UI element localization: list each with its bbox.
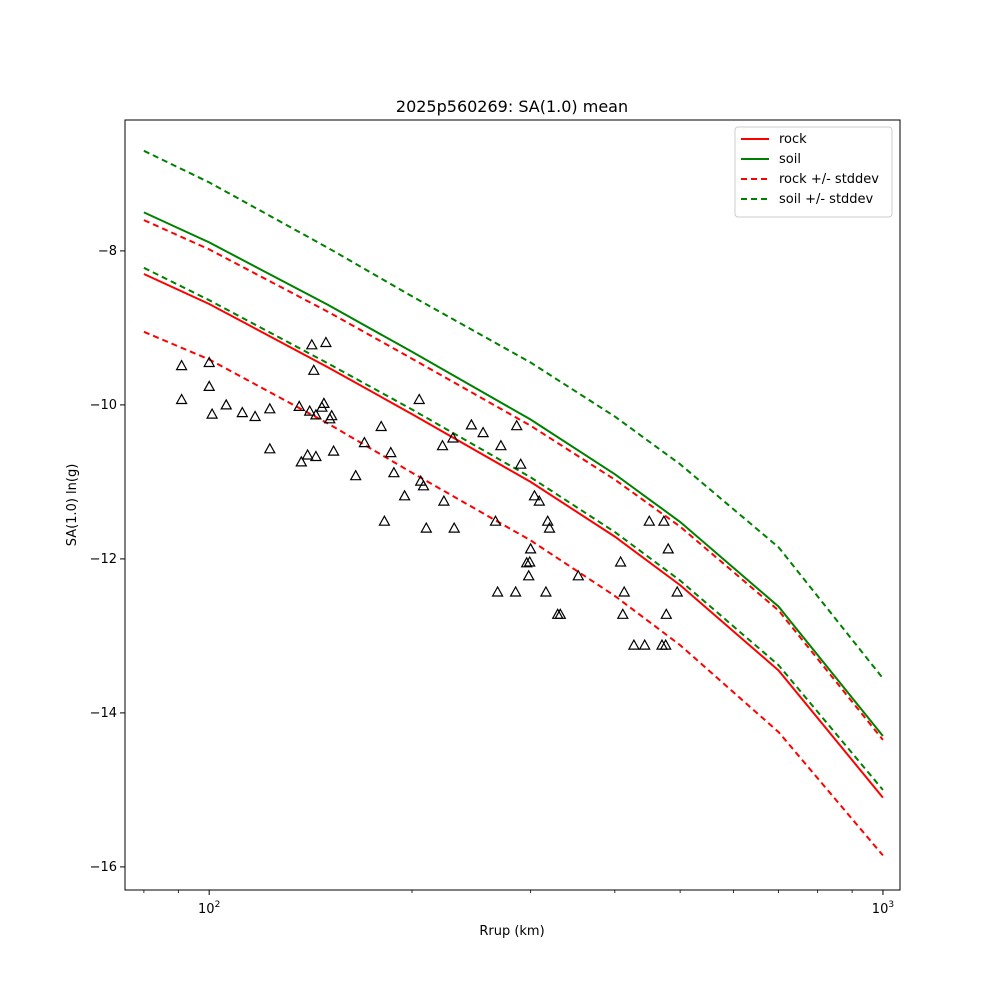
observation-point [477, 426, 490, 438]
observation-point [520, 556, 533, 568]
series-line-rock-stddev-2 [143, 219, 884, 741]
observation-point [175, 359, 188, 371]
observation-point [220, 398, 233, 410]
observation-point [643, 514, 656, 526]
observation-point [387, 466, 400, 478]
observation-point [436, 439, 449, 451]
y-tick-label: −10 [90, 398, 117, 413]
observation-point [657, 514, 670, 526]
observation-point [420, 521, 433, 533]
observation-point [398, 489, 411, 501]
observation-point [319, 336, 332, 348]
observation-point [491, 585, 504, 597]
y-tick-label: −16 [90, 860, 117, 875]
observation-point [522, 569, 535, 581]
x-tick-exponent: 3 [888, 900, 894, 910]
observation-point [325, 409, 338, 421]
observation-point [465, 418, 478, 430]
x-tick-label: 103 [872, 900, 894, 917]
observation-point [263, 402, 276, 414]
observation-point [307, 364, 320, 375]
observation-point [295, 455, 308, 467]
observation-point [249, 410, 262, 422]
observation-point [327, 444, 340, 456]
observation-point [533, 494, 546, 506]
observation-point [309, 408, 322, 420]
observation-point [305, 338, 318, 350]
observation-point [662, 542, 675, 554]
observation-point [309, 450, 322, 462]
observation-point [509, 585, 522, 597]
plot-frame [124, 119, 901, 891]
y-tick-label: −14 [90, 706, 117, 721]
series-line-soil-1 [143, 211, 884, 737]
observation-point [614, 555, 627, 567]
observation-point [293, 400, 306, 411]
observation-point [315, 400, 328, 412]
observation-point [572, 569, 585, 581]
observation-point [510, 419, 523, 431]
observation-point [206, 407, 219, 419]
observation-point [539, 585, 552, 597]
x-tick-base: 10 [198, 902, 215, 917]
x-axis: 102 103 [143, 890, 894, 917]
observation-point [671, 585, 684, 597]
observation-point [203, 356, 216, 368]
x-tick-exponent: 2 [215, 900, 221, 910]
observation-point [301, 448, 314, 460]
plot-area [143, 149, 884, 857]
observation-point [448, 521, 461, 533]
observation-point [203, 380, 216, 391]
observation-point [437, 494, 450, 506]
x-axis-label: Rrup (km) [479, 924, 544, 939]
observation-point [349, 469, 362, 481]
chart-title: 2025p560269: SA(1.0) mean [396, 97, 628, 116]
observation-point [358, 436, 371, 448]
series-line-soil-stddev-4 [143, 149, 884, 679]
observation-point [627, 638, 640, 650]
y-tick-label: −8 [98, 244, 117, 259]
observation-point [524, 542, 537, 554]
observation-point [384, 446, 397, 458]
observation-point [554, 608, 567, 619]
observation-point [618, 585, 631, 597]
observation-point [417, 479, 430, 491]
observation-point [378, 514, 391, 526]
observation-point [413, 393, 426, 405]
y-axis-label: SA(1.0) ln(g) [65, 464, 80, 547]
observation-point [494, 439, 507, 451]
observation-point [263, 442, 276, 454]
series-line-rock-0 [143, 273, 884, 799]
legend-label: soil [779, 152, 801, 167]
y-tick-label: −12 [90, 552, 117, 567]
series-line-band-5 [143, 266, 884, 791]
observation-point [616, 608, 629, 619]
observation-point [528, 489, 541, 501]
observation-point [541, 514, 554, 526]
x-tick-label: 102 [198, 900, 220, 917]
y-axis: −8 −10 −12 −14 −16 [90, 244, 125, 875]
observation-point [543, 521, 556, 533]
observation-point [523, 555, 536, 567]
observation-point [303, 404, 316, 416]
observation-point [638, 638, 651, 650]
legend: rock soil rock +/- stddev soil +/- stddev [734, 126, 893, 218]
legend-label: rock [779, 132, 807, 147]
observation-point [317, 397, 330, 408]
observation-point [514, 457, 527, 469]
observation-point [375, 420, 388, 432]
observation-point [175, 393, 188, 405]
observation-point [236, 406, 249, 418]
observation-point [489, 514, 502, 526]
legend-label: soil +/- stddev [779, 192, 874, 207]
x-tick-base: 10 [872, 902, 889, 917]
observation-point [660, 608, 673, 619]
observation-point [446, 431, 459, 443]
observation-point [659, 638, 672, 650]
series-line-band-3 [143, 330, 884, 857]
legend-box [734, 126, 893, 218]
legend-label: rock +/- stddev [779, 172, 879, 187]
